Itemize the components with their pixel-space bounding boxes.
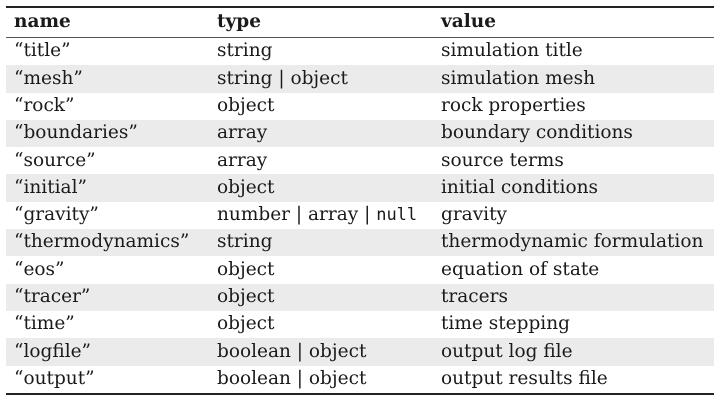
table-row: “title” string simulation title bbox=[6, 38, 714, 66]
cell-type: object bbox=[217, 258, 275, 280]
table-row: “eos” object equation of state bbox=[6, 256, 714, 283]
column-header-type: type bbox=[217, 11, 262, 33]
cell-type: string bbox=[217, 40, 273, 62]
cell-type: object bbox=[217, 286, 275, 308]
table-body: “title” string simulation title “mesh” s… bbox=[6, 38, 714, 393]
table-row: “source” array source terms bbox=[6, 147, 714, 174]
column-header-name: name bbox=[14, 11, 71, 33]
cell-type: number | array | null bbox=[209, 202, 433, 229]
parameter-table-container: name type value “title” string simulatio… bbox=[6, 6, 714, 395]
cell-type: array bbox=[217, 149, 268, 171]
cell-name: “boundaries” bbox=[14, 122, 138, 144]
table-row: “boundaries” array boundary conditions bbox=[6, 119, 714, 148]
cell-name: “gravity” bbox=[14, 204, 99, 226]
cell-name: “rock” bbox=[14, 94, 75, 116]
parameter-table: name type value “title” string simulatio… bbox=[6, 8, 714, 393]
cell-value: equation of state bbox=[441, 258, 600, 280]
cell-value: time stepping bbox=[441, 313, 570, 335]
type-null-code: null bbox=[376, 205, 418, 226]
table-row: “output” boolean | object output results… bbox=[6, 366, 714, 393]
table-row: “tracer” object tracers bbox=[6, 283, 714, 311]
cell-name: “time” bbox=[14, 313, 75, 335]
table-row: “mesh” string | object simulation mesh bbox=[6, 65, 714, 93]
cell-value: output results file bbox=[441, 367, 608, 389]
cell-name: “title” bbox=[14, 40, 71, 62]
cell-value: thermodynamic formulation bbox=[441, 231, 704, 253]
cell-value: tracers bbox=[441, 286, 508, 308]
table-row: “time” object time stepping bbox=[6, 311, 714, 338]
table-header: name type value bbox=[6, 8, 714, 38]
type-text: number | array | bbox=[217, 204, 377, 226]
cell-name: “thermodynamics” bbox=[14, 231, 190, 253]
cell-value: simulation mesh bbox=[441, 67, 595, 89]
table-row: “rock” object rock properties bbox=[6, 93, 714, 120]
cell-value: rock properties bbox=[441, 94, 586, 116]
table-row: “thermodynamics” string thermodynamic fo… bbox=[6, 229, 714, 257]
cell-value: gravity bbox=[441, 204, 507, 226]
cell-value: source terms bbox=[441, 149, 564, 171]
cell-value: initial conditions bbox=[441, 176, 598, 198]
cell-name: “initial” bbox=[14, 176, 87, 198]
cell-type: array bbox=[217, 122, 268, 144]
table-row: “gravity” number | array | null gravity bbox=[6, 202, 714, 229]
table-row: “initial” object initial conditions bbox=[6, 174, 714, 202]
cell-type: object bbox=[217, 176, 275, 198]
header-row: name type value bbox=[6, 8, 714, 38]
cell-name: “mesh” bbox=[14, 67, 83, 89]
cell-type: boolean | object bbox=[217, 340, 367, 362]
cell-type: object bbox=[217, 313, 275, 335]
cell-type: string bbox=[217, 231, 273, 253]
cell-name: “source” bbox=[14, 149, 96, 171]
cell-value: simulation title bbox=[441, 40, 583, 62]
cell-type: object bbox=[217, 94, 275, 116]
cell-type: string | object bbox=[217, 67, 348, 89]
cell-name: “eos” bbox=[14, 258, 65, 280]
cell-name: “logfile” bbox=[14, 340, 92, 362]
cell-type: boolean | object bbox=[217, 367, 367, 389]
table-row: “logfile” boolean | object output log fi… bbox=[6, 338, 714, 366]
cell-value: output log file bbox=[441, 340, 573, 362]
cell-name: “output” bbox=[14, 367, 95, 389]
column-header-value: value bbox=[441, 11, 496, 33]
cell-value: boundary conditions bbox=[441, 122, 633, 144]
cell-name: “tracer” bbox=[14, 286, 91, 308]
